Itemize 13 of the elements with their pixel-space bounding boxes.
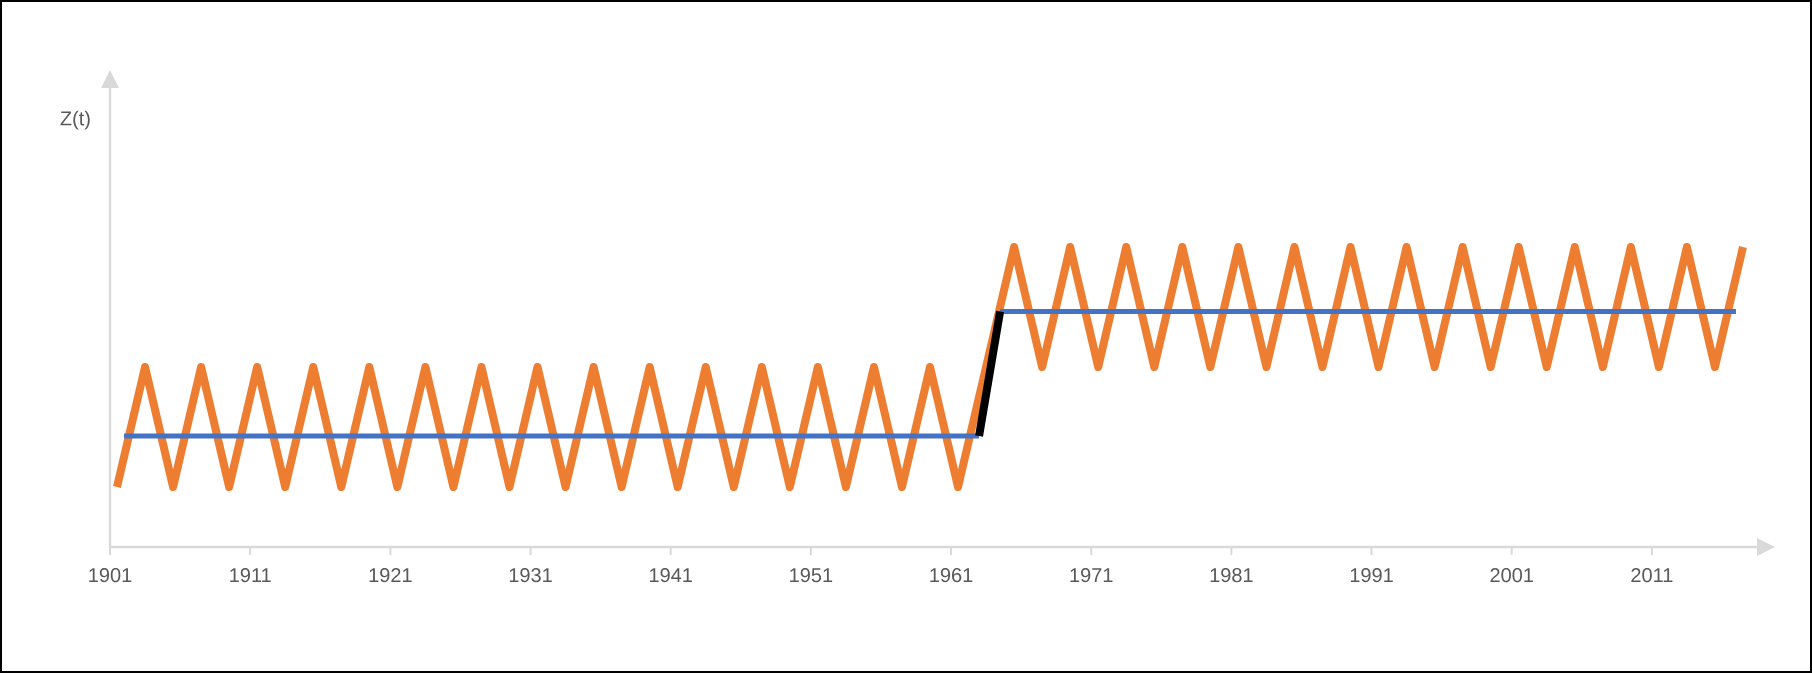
x-tick-label: 1921 [369,568,412,583]
x-tick-label: 1961 [930,568,973,583]
x-tick-label: 1971 [1070,568,1113,583]
x-tick-label: 1991 [1350,568,1393,583]
x-tick-label: 1951 [790,568,833,583]
x-tick-label: 1931 [509,568,552,583]
x-tick-label: 1981 [1210,568,1253,583]
x-tick-label: 1941 [649,568,692,583]
x-tick-label: 2011 [1631,568,1673,583]
text: Z(t) [60,110,90,130]
x-tick-label: 1911 [230,568,271,583]
x-tick-label: 2001 [1490,568,1533,583]
x-tick-label: 1901 [89,568,132,583]
